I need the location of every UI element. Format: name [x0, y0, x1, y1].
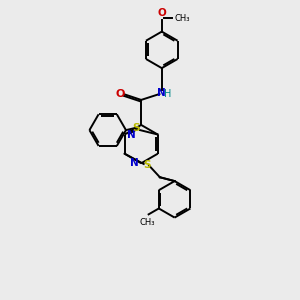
Text: O: O: [115, 89, 125, 99]
Text: S: S: [132, 123, 140, 133]
Text: N: N: [127, 130, 135, 140]
Text: CH₃: CH₃: [140, 218, 155, 227]
Text: N: N: [158, 88, 166, 98]
Text: S: S: [143, 160, 151, 170]
Text: H: H: [164, 89, 171, 99]
Text: N: N: [130, 158, 139, 168]
Text: CH₃: CH₃: [174, 14, 190, 23]
Text: O: O: [158, 8, 166, 18]
